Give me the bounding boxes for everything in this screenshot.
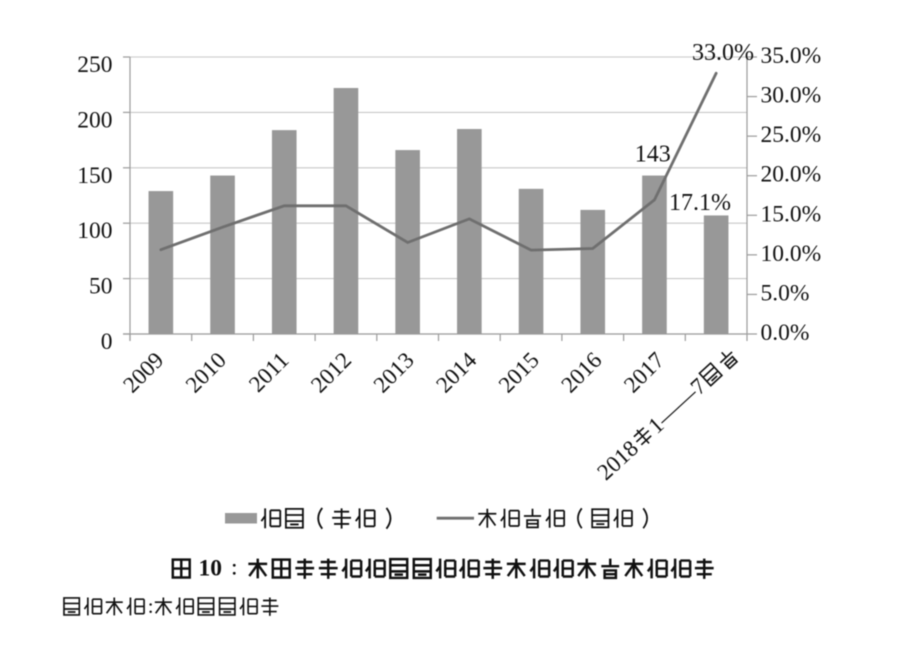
svg-text:143: 143: [635, 142, 671, 168]
svg-text:15.0%: 15.0%: [761, 201, 822, 227]
svg-text:10.0%: 10.0%: [761, 241, 822, 267]
svg-text:150: 150: [77, 163, 112, 189]
svg-text:0: 0: [101, 329, 113, 355]
svg-text:33.0%: 33.0%: [692, 40, 754, 66]
svg-text:200: 200: [77, 107, 112, 133]
svg-text:20.0%: 20.0%: [761, 162, 822, 188]
svg-text:17.1%: 17.1%: [669, 190, 731, 216]
svg-text:100: 100: [77, 218, 112, 244]
svg-text:50: 50: [89, 274, 113, 300]
svg-text:5.0%: 5.0%: [761, 280, 810, 306]
svg-text:0.0%: 0.0%: [761, 320, 810, 346]
svg-text:10: 10: [199, 555, 223, 581]
svg-text:35.0%: 35.0%: [761, 43, 822, 69]
svg-text:30.0%: 30.0%: [761, 83, 822, 109]
svg-text::: :: [148, 594, 154, 618]
svg-text:250: 250: [77, 52, 112, 78]
svg-text:25.0%: 25.0%: [761, 122, 822, 148]
